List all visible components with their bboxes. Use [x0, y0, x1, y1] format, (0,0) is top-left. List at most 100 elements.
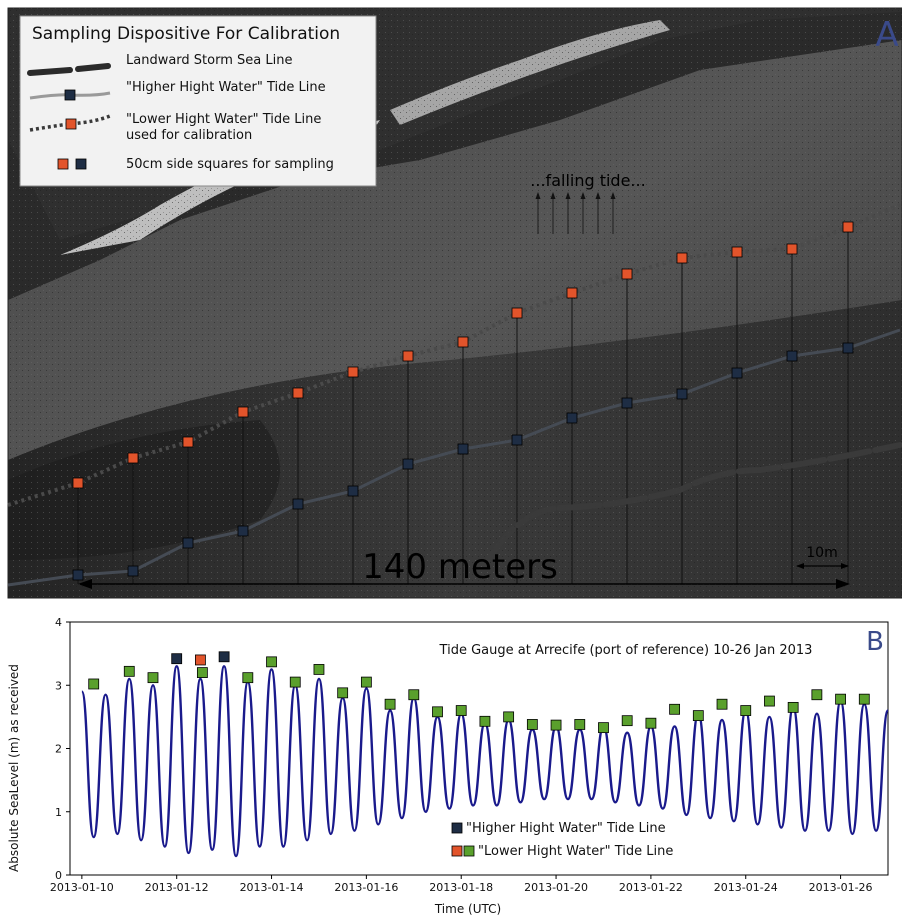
legend-item-1-label: Landward Storm Sea Line [126, 53, 292, 68]
lower-high-water-marker [432, 706, 443, 718]
lower-high-water-marker [147, 672, 159, 684]
falling-tide-arrowhead [550, 192, 556, 199]
lower-sampling-square [347, 366, 359, 378]
falling-tide-arrowhead [580, 192, 586, 199]
lower-high-water-marker [669, 703, 681, 715]
x-tick-label: 2013-01-24 [714, 881, 778, 894]
scale-arrowhead-left [78, 579, 92, 589]
lower-high-water-marker [858, 693, 870, 705]
chart-title: Tide Gauge at Arrecife (port of referenc… [439, 643, 813, 658]
higher-sampling-square [786, 350, 798, 362]
lower-high-water-marker [550, 719, 562, 731]
orange-square-icon [65, 118, 77, 130]
higher-sampling-square [621, 397, 633, 409]
higher-sampling-square [457, 443, 469, 455]
falling-tide-arrowhead [535, 192, 541, 199]
lower-high-water-marker [621, 715, 633, 727]
higher-sampling-square [127, 565, 139, 577]
legend-title: Sampling Dispositive For Calibration [32, 24, 340, 44]
scale-label-small: 10m [806, 545, 837, 561]
lower-sampling-square [182, 436, 194, 448]
chart-legend: "Higher Hight Water" Tide Line "Lower Hig… [451, 821, 673, 859]
lower-high-water-marker [716, 698, 728, 710]
lower-high-water-marker [360, 676, 372, 688]
x-tick-label: 2013-01-26 [809, 881, 873, 894]
higher-high-water-marker [171, 653, 183, 665]
lower-high-water-marker [503, 711, 515, 723]
x-tick-label: 2013-01-16 [334, 881, 398, 894]
legend-background [19, 15, 377, 187]
higher-sampling-square [842, 342, 854, 354]
y-tick-label: 1 [55, 806, 62, 819]
lower-sampling-square [237, 406, 249, 418]
legend-item-3-label: "Lower Hight Water" Tide Line used for c… [126, 112, 325, 143]
lower-high-water-marker [289, 676, 301, 688]
y-axis-ticks: 0 1 2 3 4 [55, 616, 70, 882]
legend-box: Sampling Dispositive For Calibration Lan… [19, 15, 377, 187]
lower-high-water-marker [384, 698, 396, 710]
lower-sampling-square [511, 307, 523, 319]
x-tick-label: 2013-01-22 [619, 881, 683, 894]
orange-sampling-square-icon [57, 158, 69, 170]
lower-sampling-square [786, 243, 798, 255]
lower-sampling-square [457, 336, 469, 348]
lower-high-water-marker [88, 678, 100, 690]
landward-storm-sea-line [485, 442, 902, 563]
photo-frame [7, 7, 902, 599]
scale-arrowhead-right [836, 579, 850, 589]
marker-layer [88, 651, 870, 734]
lower-sampling-square [621, 268, 633, 280]
lower-high-water-marker [835, 693, 846, 705]
x-axis-label: Time (UTC) [434, 902, 501, 916]
higher-sampling-square [292, 498, 304, 510]
x-tick-label: 2013-01-10 [50, 881, 114, 894]
sampling-vertical-lines [77, 227, 849, 584]
lower-high-water-marker [526, 719, 538, 730]
legend-item-3-line-2: used for calibration [126, 128, 252, 143]
higher-sampling-square [402, 458, 414, 470]
panel-b-letter: B [866, 627, 884, 657]
lower-sampling-square [566, 287, 578, 299]
navy-sampling-square-icon [75, 158, 87, 170]
panel-a-photo: ...falling tide... 140 meters 10m A Samp… [7, 7, 902, 599]
falling-tide-arrowhead [565, 192, 571, 199]
higher-sampling-square [72, 569, 84, 581]
legend-item-4-label: 50cm side squares for sampling [126, 157, 334, 172]
lower-high-water-marker [740, 705, 752, 716]
lower-high-water-marker [123, 665, 135, 677]
falling-tide-arrows [535, 192, 616, 234]
x-axis-ticks: 2013-01-10 2013-01-12 2013-01-14 2013-01-16… [50, 875, 873, 894]
higher-sampling-squares [72, 342, 854, 581]
lower-sampling-square [72, 477, 84, 489]
legend-entry-label: "Lower Hight Water" Tide Line [478, 844, 673, 859]
higher-sampling-square [566, 412, 578, 424]
lower-high-water-marker [787, 701, 799, 713]
legend-item-3-line-1: "Lower Hight Water" Tide Line [126, 112, 321, 127]
lower-sampling-square [731, 246, 743, 258]
lower-sampling-squares [72, 221, 854, 489]
lower-high-water-marker [196, 667, 208, 678]
higher-high-water-marker [218, 651, 230, 663]
falling-tide-arrowhead [610, 192, 616, 199]
higher-sampling-square [182, 537, 194, 549]
falling-tide-arrowhead [595, 192, 601, 199]
lower-high-water-marker [266, 656, 277, 668]
legend-marker-icon [463, 845, 475, 857]
x-tick-label: 2013-01-18 [429, 881, 493, 894]
lower-sampling-square [292, 387, 304, 399]
x-tick-label: 2013-01-12 [145, 881, 209, 894]
lower-high-water-marker [598, 722, 609, 734]
y-tick-label: 3 [55, 679, 62, 692]
scale-label-main: 140 meters [362, 547, 558, 587]
higher-sampling-square [237, 525, 249, 537]
legend-entry-label: "Higher Hight Water" Tide Line [466, 821, 666, 836]
y-tick-label: 2 [55, 743, 62, 756]
lower-sampling-square [127, 452, 139, 464]
lower-high-water-marker [313, 664, 325, 675]
lower-high-water-marker [479, 715, 491, 727]
y-axis-label: Absolute SeaLevel (m) as received [7, 664, 21, 872]
lower-high-water-marker [242, 672, 254, 684]
lower-high-water-marker [764, 695, 775, 707]
